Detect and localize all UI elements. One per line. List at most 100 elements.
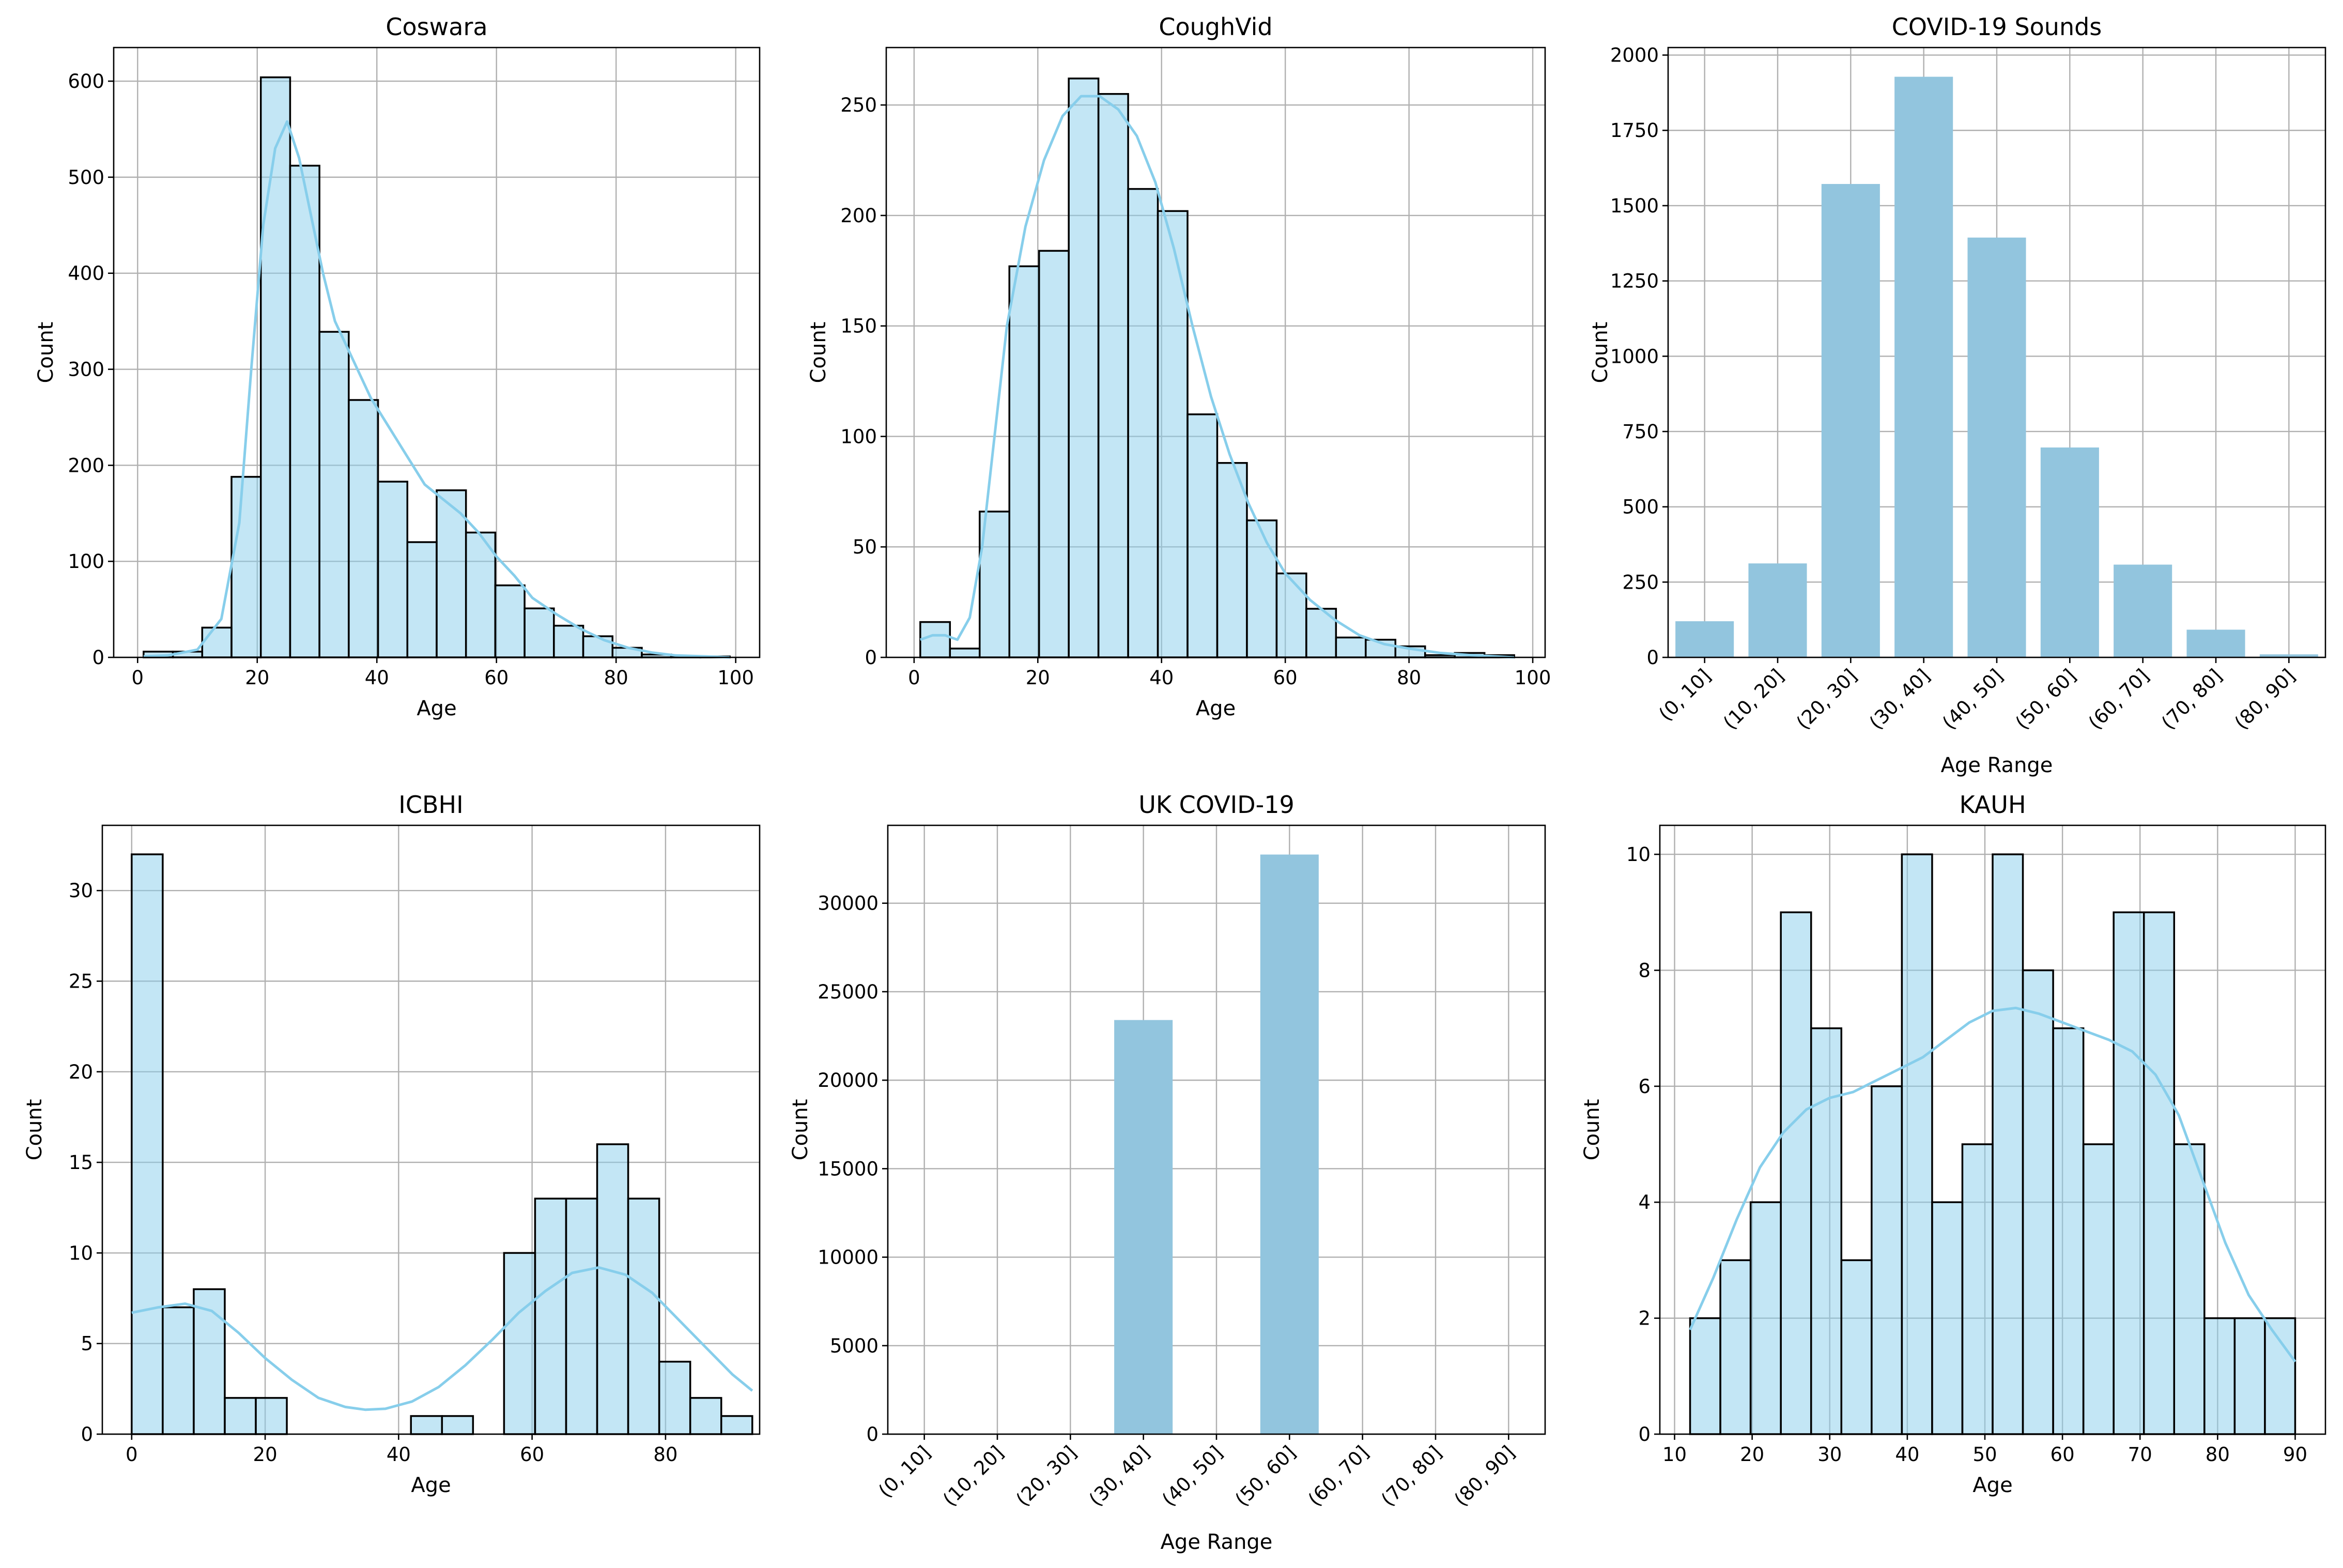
y-tick-label: 500 — [1622, 496, 1659, 518]
bar — [1335, 636, 1367, 658]
bar — [1675, 621, 1734, 657]
chart-title: KAUH — [1959, 791, 2026, 819]
y-tick-label: 0 — [81, 1423, 93, 1446]
chart-3: 0 250 500 750 1000 1250 1500 1750 2000 (0, 10] (10… — [1589, 13, 2326, 777]
bar — [2040, 447, 2099, 657]
x-tick-label: 60 — [520, 1443, 544, 1466]
x-tick-label: 20 — [253, 1443, 278, 1466]
bar — [1840, 1259, 1873, 1435]
bar — [193, 1288, 226, 1435]
x-tick-label: 40 — [387, 1443, 411, 1466]
x-tick-label: (80, 90] — [2230, 665, 2300, 734]
chart-title: ICBHI — [398, 791, 463, 819]
bar — [2203, 1317, 2236, 1435]
bar — [1246, 519, 1278, 658]
bar — [377, 481, 409, 658]
chart-title: UK COVID-19 — [1138, 791, 1294, 819]
bar — [1961, 1143, 1994, 1435]
y-tick-label: 1750 — [1610, 119, 1659, 142]
bar — [1821, 183, 1880, 658]
bar — [131, 853, 164, 1435]
bar — [1008, 265, 1040, 658]
x-tick-label: 80 — [1397, 667, 1421, 689]
y-tick-label: 600 — [68, 70, 104, 93]
bar — [1894, 76, 1953, 658]
y-axis-label: Count — [34, 322, 58, 383]
x-tick-label: (50, 60] — [2011, 665, 2080, 734]
bar — [2022, 969, 2054, 1435]
bar — [689, 1397, 722, 1435]
x-tick-label: (70, 80] — [1377, 1441, 1446, 1511]
bar — [1097, 93, 1129, 658]
x-tick-label: 0 — [126, 1443, 138, 1466]
bar — [1992, 853, 2024, 1435]
bar — [2142, 911, 2176, 1435]
y-tick-label: 0 — [1638, 1423, 1651, 1446]
kde-line — [919, 95, 1515, 659]
bar — [1186, 413, 1219, 658]
y-tick-label: 100 — [68, 550, 104, 573]
x-axis-label: Age — [1972, 1473, 2012, 1497]
x-tick-label: (40, 50] — [1158, 1441, 1227, 1511]
y-tick-label: 30 — [69, 880, 93, 902]
y-tick-label: 300 — [68, 359, 104, 381]
x-tick-label: 30 — [1817, 1443, 1842, 1466]
x-tick-label: 80 — [653, 1443, 677, 1466]
y-tick-label: 20 — [69, 1061, 93, 1083]
y-axis-label: Count — [1580, 1099, 1604, 1161]
x-tick-label: 100 — [717, 667, 754, 689]
bar — [1068, 78, 1100, 658]
bars — [1689, 853, 2296, 1435]
y-tick-label: 5 — [81, 1333, 93, 1355]
bar — [318, 331, 350, 658]
x-tick-label: (80, 90] — [1450, 1441, 1519, 1511]
x-tick-label: 20 — [1740, 1443, 1764, 1466]
y-tick-label: 50 — [853, 536, 877, 558]
x-tick-label: 0 — [908, 667, 920, 689]
chart-4: 0 5 10 15 20 25 30 0 20 40 60 80 ICBHI Age Count — [23, 791, 761, 1497]
x-tick-label: 80 — [604, 667, 628, 689]
bar — [348, 399, 379, 658]
kde-line — [1689, 1006, 2296, 1363]
chart-title: Coswara — [386, 13, 487, 41]
bars — [1114, 854, 1319, 1434]
x-tick-label: 20 — [1026, 667, 1050, 689]
grid — [888, 825, 1545, 1435]
x-tick-label: 100 — [1515, 667, 1551, 689]
bar — [1871, 1085, 1903, 1435]
bar — [627, 1197, 660, 1435]
bar — [441, 1415, 474, 1435]
chart-5: 0 5000 10000 15000 20000 25000 30000 (0, 10] (10… — [789, 791, 1546, 1554]
y-tick-label: 400 — [68, 263, 104, 285]
y-tick-label: 0 — [866, 1423, 878, 1446]
x-tick-label: 10 — [1662, 1443, 1687, 1466]
bar — [582, 635, 614, 658]
bar — [2259, 654, 2318, 657]
y-tick-label: 15000 — [818, 1158, 878, 1180]
x-axis-label: Age Range — [1941, 754, 2053, 777]
x-axis-label: Age — [417, 697, 456, 720]
y-axis-label: Count — [23, 1099, 47, 1161]
bar — [2113, 911, 2145, 1435]
y-tick-label: 30000 — [818, 893, 878, 915]
bar — [949, 648, 981, 658]
bar — [224, 1397, 257, 1435]
bar — [201, 626, 233, 658]
bar — [2186, 629, 2245, 657]
x-tick-label: 60 — [1273, 667, 1298, 689]
bar — [1931, 1201, 1964, 1435]
bar — [1260, 854, 1319, 1434]
chart-2: 0 50 100 150 200 250 0 20 40 60 80 100 CoughVid Age Co… — [807, 13, 1551, 720]
y-tick-label: 4 — [1638, 1191, 1651, 1213]
bars — [143, 76, 731, 658]
x-axis-label: Age — [411, 1473, 451, 1497]
bar — [230, 475, 262, 658]
x-tick-label: (60, 70] — [1304, 1441, 1373, 1511]
x-tick-label: 0 — [132, 667, 144, 689]
y-tick-label: 250 — [840, 94, 877, 116]
bar — [2264, 1317, 2296, 1435]
x-tick-label: (10, 20] — [1719, 665, 1788, 734]
bar — [1780, 911, 1812, 1435]
chart-1: 0 100 200 300 400 500 600 0 20 40 60 80 100 Coswara Ag… — [34, 13, 761, 720]
